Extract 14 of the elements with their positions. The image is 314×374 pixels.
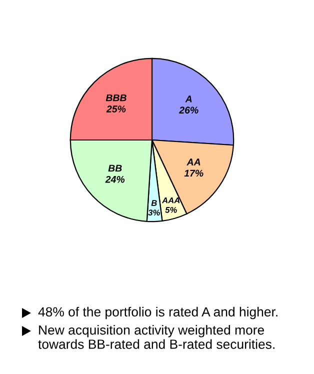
data-label: 17% xyxy=(184,170,204,177)
data-label: 24% xyxy=(105,176,125,183)
slice-label: AA xyxy=(186,158,200,166)
slice-label: A xyxy=(185,96,192,102)
data-label: 5% xyxy=(165,206,177,213)
text: New acquisition activity weighted more towards BB-rated and B-rated securities. xyxy=(38,325,274,349)
data-label: 26% xyxy=(179,106,198,114)
text: 48% of the portfolio is rated A and higher. xyxy=(38,306,278,320)
slice-label: BBB xyxy=(106,94,126,102)
slice-label: B xyxy=(151,200,157,206)
slice-label: BB xyxy=(108,164,122,172)
slice-label: AAA xyxy=(162,197,180,204)
data-label: 3% xyxy=(148,210,160,216)
data-label: 25% xyxy=(106,106,126,112)
